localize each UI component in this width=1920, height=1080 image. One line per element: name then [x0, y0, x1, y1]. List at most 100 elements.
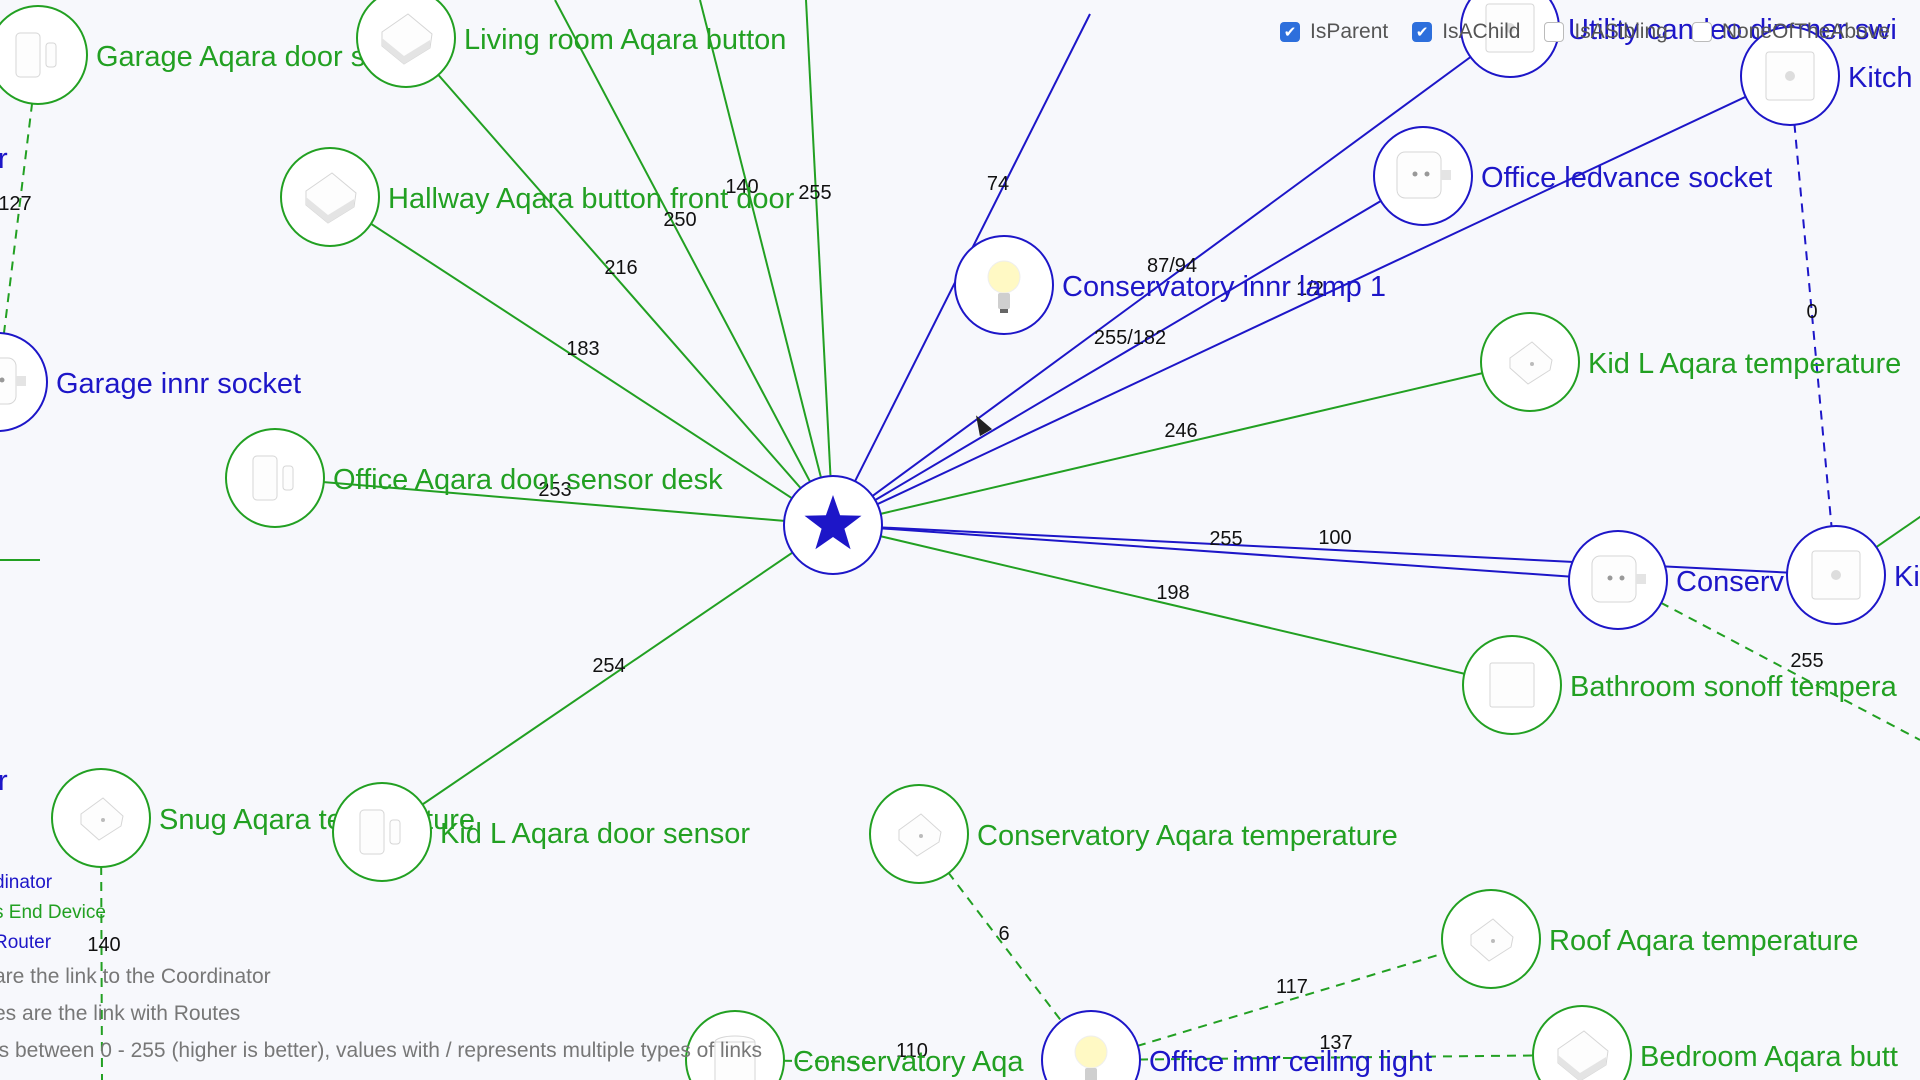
- link-quality-label: 74: [987, 173, 1009, 195]
- node-kitchen-2[interactable]: Ki: [1786, 525, 1920, 625]
- link-quality-label: 183: [566, 338, 599, 360]
- link-line: [832, 524, 1619, 581]
- node-garage-door[interactable]: Garage Aqara door s: [0, 5, 365, 105]
- filter-isasibling[interactable]: IsASibling: [1544, 20, 1668, 44]
- filter-label: NoneOfTheAbove: [1721, 20, 1890, 43]
- node-bathroom-temp[interactable]: Bathroom sonoff tempera: [1462, 635, 1898, 735]
- link-line: [0, 54, 39, 374]
- legend-end-device: s End Device: [0, 902, 106, 923]
- link-line: [554, 0, 834, 526]
- link-line: [1789, 75, 1837, 576]
- button-device-icon: [1557, 1030, 1609, 1080]
- node-label: Kid L Aqara door sensor: [440, 818, 750, 850]
- node-conservatory-aqa[interactable]: Conservatory Aqa: [685, 1010, 1024, 1080]
- node-circle: [0, 5, 88, 105]
- socket-device-icon: [1591, 555, 1646, 603]
- link-quality-label: 255: [798, 182, 831, 204]
- node-conservatory-temp[interactable]: Conservatory Aqara temperature: [869, 784, 1398, 884]
- filter-noneoftheabove[interactable]: NoneOfTheAbove: [1691, 20, 1890, 44]
- checkbox-unchecked-icon[interactable]: [1691, 22, 1712, 42]
- link-line: [832, 175, 1424, 526]
- node-kitchen[interactable]: Kitch: [1740, 26, 1912, 126]
- node-office-socket[interactable]: Office ledvance socket: [1373, 126, 1772, 226]
- link-quality-label: 140: [87, 934, 120, 956]
- checkbox-checked-icon[interactable]: ✔: [1280, 22, 1300, 42]
- link-quality-label: 127: [0, 193, 32, 215]
- switch-device-icon: [1485, 3, 1535, 53]
- legend-note-solid: are the link to the Coordinator: [0, 965, 271, 988]
- node-label: Office innr ceiling light: [1149, 1046, 1432, 1078]
- link-quality-label: 255: [1790, 650, 1823, 672]
- node-label: Kitch: [1848, 62, 1912, 94]
- node-label: Bathroom sonoff tempera: [1570, 671, 1898, 703]
- node-label: Utility candeo dimmer swi: [1568, 14, 1897, 46]
- checkbox-unchecked-icon[interactable]: [1544, 22, 1565, 42]
- link-line: [1090, 938, 1492, 1061]
- link-quality-label: 255: [1209, 528, 1242, 550]
- link-quality-label: 246: [1164, 420, 1197, 442]
- link-filter-bar: ✔ IsParent ✔ IsAChild IsASibling NoneOfTheAbo…: [1280, 20, 1890, 44]
- node-label: Ki: [1894, 561, 1920, 593]
- node-living-button[interactable]: Living room Aqara button: [356, 0, 786, 88]
- link-quality-label: 137: [1319, 1032, 1352, 1054]
- link-quality-label: 100: [1318, 527, 1351, 549]
- link-quality-label: 253: [538, 479, 571, 501]
- node-garage-socket[interactable]: Garage innr socket: [0, 332, 301, 432]
- legend-note-lqi: is between 0 - 255 (higher is better), v…: [0, 1039, 763, 1062]
- node-kid-temp[interactable]: Kid L Aqara temperature: [1480, 312, 1901, 412]
- link-quality-label: 255/182: [1094, 327, 1166, 349]
- node-kid-door[interactable]: Kid L Aqara door sensor: [332, 782, 750, 882]
- link-line: [381, 524, 834, 833]
- link-line: [1090, 1054, 1583, 1061]
- link-line: [832, 524, 1513, 686]
- node-office-ceiling[interactable]: Office innr ceiling light: [1041, 1010, 1432, 1080]
- node-label: Office Aqara door sensor desk: [333, 464, 723, 496]
- door-device-icon: [15, 32, 57, 78]
- link-line: [100, 817, 103, 1080]
- partial-label-left-top: r: [0, 143, 8, 175]
- link-line: [329, 196, 834, 526]
- node-label: Garage innr socket: [56, 368, 301, 400]
- filter-isparent[interactable]: ✔ IsParent: [1280, 20, 1388, 44]
- node-conservatory-lamp[interactable]: Conservatory innr lamp 1: [954, 235, 1386, 335]
- link-quality-label: 254: [592, 655, 625, 677]
- checkbox-checked-icon[interactable]: ✔: [1412, 22, 1433, 42]
- switch-device-icon: [1765, 51, 1815, 101]
- node-label: Conserv: [1676, 566, 1784, 598]
- node-conservatory-socket[interactable]: Conserv: [1568, 530, 1784, 630]
- link-quality-label: 117: [1276, 976, 1308, 998]
- filter-isachild[interactable]: ✔ IsAChild: [1412, 20, 1520, 44]
- link-line: [832, 27, 1511, 526]
- link-line: [405, 37, 834, 526]
- link-quality-label: 140: [725, 176, 758, 198]
- node-label: Office ledvance socket: [1481, 162, 1772, 194]
- link-line: [1617, 579, 1920, 741]
- node-label: Kid L Aqara temperature: [1588, 348, 1901, 380]
- filter-label: IsASibling: [1574, 20, 1668, 43]
- node-roof-temp[interactable]: Roof Aqara temperature: [1441, 889, 1859, 989]
- door-device-icon: [359, 809, 401, 855]
- node-utility-dimmer[interactable]: Utility candeo dimmer swi: [1460, 0, 1897, 78]
- link-line: [274, 477, 834, 526]
- link-quality-label: 216: [604, 257, 637, 279]
- link-quality-label: 110: [896, 1040, 928, 1062]
- node-hallway-button[interactable]: Hallway Aqara button front door: [280, 147, 795, 247]
- node-bedroom-button[interactable]: Bedroom Aqara butt: [1532, 1005, 1898, 1080]
- door-device-icon: [252, 455, 294, 501]
- temp-device-icon: [1470, 918, 1514, 962]
- node-label: Bedroom Aqara butt: [1640, 1041, 1898, 1073]
- switch-device-icon: [1811, 550, 1861, 600]
- node-office-door[interactable]: Office Aqara door sensor desk: [225, 428, 723, 528]
- temp-device-icon: [898, 813, 942, 857]
- button-device-icon: [305, 172, 357, 224]
- temp-device-icon: [1509, 341, 1553, 385]
- link-line: [832, 361, 1531, 526]
- link-quality-label: 87/94: [1147, 255, 1197, 277]
- socket-device-icon: [0, 357, 26, 405]
- button-device-icon: [381, 13, 433, 65]
- node-label: Hallway Aqara button front door: [388, 183, 795, 215]
- node-coordinator[interactable]: [783, 475, 883, 575]
